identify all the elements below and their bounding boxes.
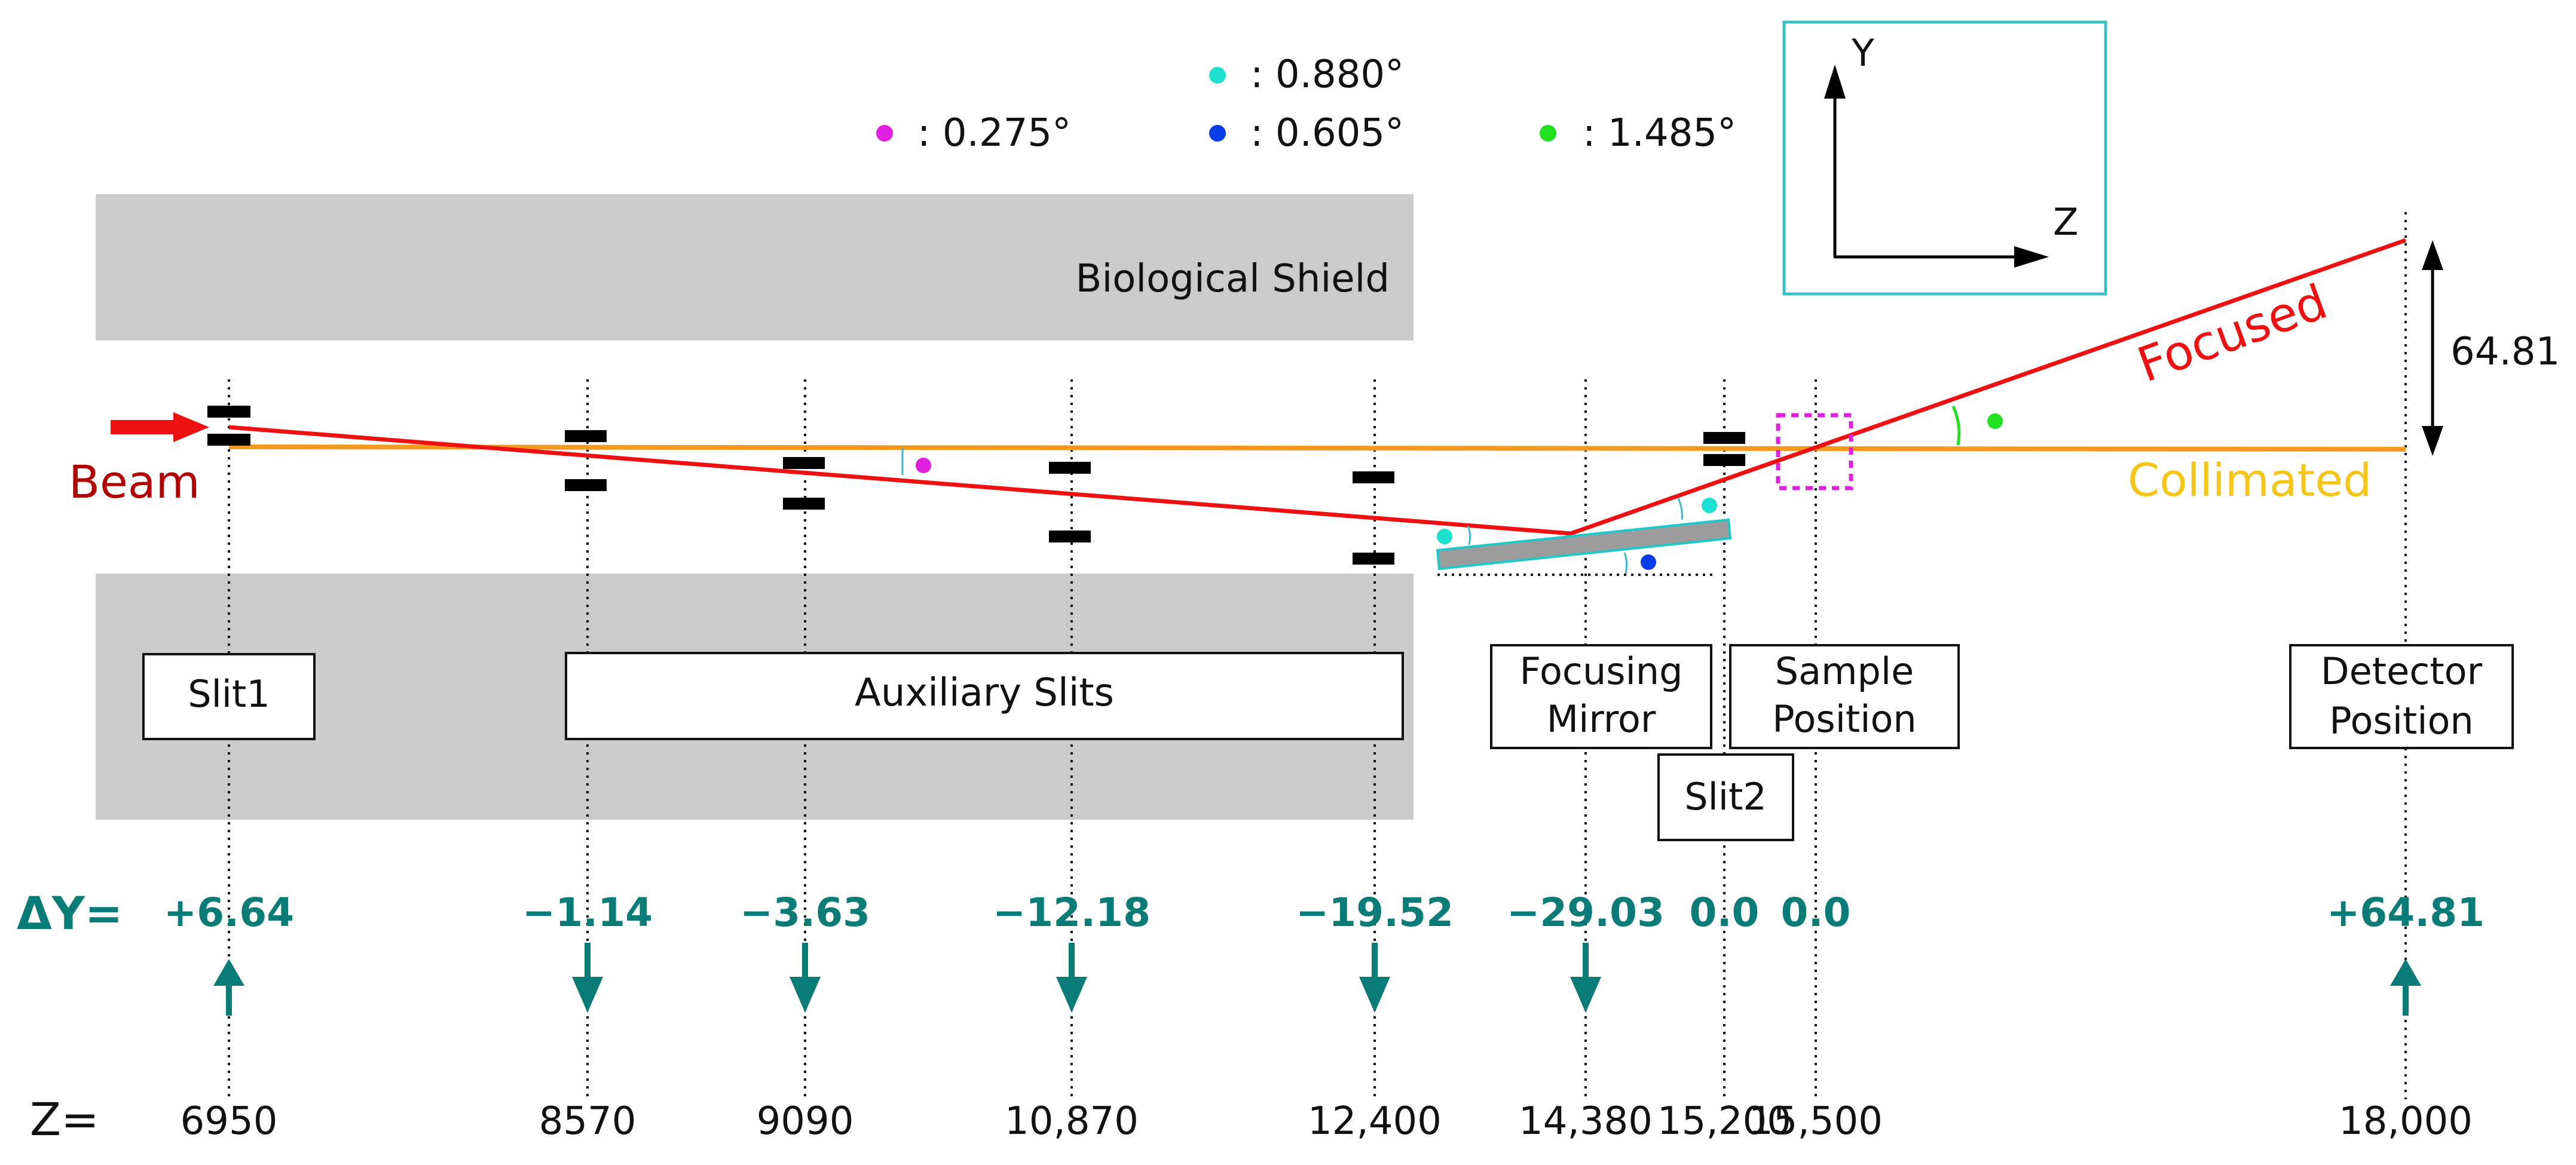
angle-dot-0275	[916, 458, 931, 473]
z-value-8: 18,000	[2339, 1099, 2473, 1143]
delta-y-value-3: −12.18	[993, 890, 1151, 936]
delta-y-arrow-down-5	[1570, 943, 1601, 1013]
sample-position-box	[1729, 644, 1960, 749]
delta-y-value-4: −19.52	[1296, 890, 1454, 936]
offset-value: 64.81	[2450, 330, 2560, 374]
delta-y-value-0: +6.64	[164, 890, 294, 936]
z-value-0: 6950	[180, 1099, 278, 1143]
focusing-mirror-label-2: Mirror	[1547, 697, 1656, 741]
slit1-box	[142, 653, 316, 740]
angle-arcs	[901, 405, 1961, 574]
z-value-2: 9090	[757, 1099, 854, 1143]
delta-y-row-label: ΔY=	[17, 887, 123, 940]
delta-y-arrow-down-4	[1359, 943, 1390, 1013]
sample-position-label-2: Position	[1772, 697, 1916, 741]
angle-dot-0880-a	[1437, 529, 1452, 544]
delta-y-arrow-down-1	[572, 943, 603, 1013]
legend-text-0275: : 0.275°	[917, 111, 1071, 155]
detector-position-label-1: Detector	[2321, 649, 2483, 693]
delta-y-arrow-down-3	[1056, 943, 1087, 1013]
focusing-mirror-label-1: Focusing	[1520, 649, 1683, 693]
collimated-label: Collimated	[2128, 453, 2372, 507]
label-boxes: Slit1 Auxiliary Slits Focusing Mirror Sa…	[142, 644, 2514, 841]
offset-arrow	[2422, 240, 2443, 456]
axis-z-label: Z	[2053, 200, 2078, 244]
focused-label: Focused	[2131, 274, 2334, 393]
detector-position-label-2: Position	[2329, 699, 2473, 743]
sample-position-label-1: Sample	[1775, 649, 1914, 693]
delta-y-value-8: +64.81	[2327, 890, 2485, 936]
biological-shield-top	[96, 194, 1414, 341]
axes-inset: Y Z	[1782, 20, 2107, 296]
focusing-mirror	[1436, 518, 1732, 571]
delta-y-arrow-up-8	[2390, 959, 2421, 1016]
angle-dot-0605	[1641, 554, 1656, 570]
beam-input-arrow	[111, 412, 209, 442]
delta-y-arrow-down-2	[790, 943, 821, 1013]
focused-beam	[228, 238, 2407, 536]
legend-dot-0880	[1209, 67, 1226, 84]
focusing-mirror-box	[1490, 644, 1712, 749]
legend: : 0.275° : 0.880° : 0.605° : 1.485°	[876, 53, 1736, 155]
legend-text-0605: : 0.605°	[1250, 111, 1404, 155]
station-marks: +6.64 6950 −1.14 8570 −3.63 9090 −12.18 10,870 −…	[164, 890, 2485, 1143]
z-value-1: 8570	[539, 1099, 637, 1143]
slit1-label: Slit1	[188, 672, 270, 716]
z-value-6: 15,200	[1657, 1099, 1791, 1143]
z-value-7: 15,500	[1749, 1099, 1883, 1143]
delta-y-value-6: 0.0	[1690, 890, 1760, 936]
z-value-4: 12,400	[1308, 1099, 1442, 1143]
z-row-label: Z=	[30, 1093, 99, 1146]
sample-position-marker	[1776, 413, 1853, 490]
legend-dot-0275	[876, 125, 893, 142]
collimated-beam	[228, 444, 2406, 452]
slit-jaws	[207, 406, 1745, 565]
biological-shield-label: Biological Shield	[1076, 257, 1390, 301]
angle-dots	[916, 413, 2003, 570]
legend-dot-0605	[1209, 125, 1226, 142]
beam-label: Beam	[69, 455, 200, 508]
detector-position-box	[2289, 644, 2514, 749]
delta-y-value-1: −1.14	[522, 890, 653, 936]
angle-dot-0880-b	[1702, 498, 1717, 513]
legend-text-0880: : 0.880°	[1250, 53, 1404, 97]
z-value-3: 10,870	[1005, 1099, 1139, 1143]
angle-dot-1485	[1987, 413, 2003, 429]
delta-y-value-2: −3.63	[740, 890, 870, 936]
legend-dot-1485	[1540, 125, 1556, 142]
delta-y-value-5: −29.03	[1507, 890, 1665, 936]
z-value-5: 14,380	[1519, 1099, 1653, 1143]
delta-y-arrow-up-0	[213, 959, 244, 1016]
auxiliary-slits-label: Auxiliary Slits	[855, 671, 1114, 715]
slit2-box	[1657, 753, 1794, 841]
auxiliary-slits-box	[565, 652, 1404, 740]
legend-text-1485: : 1.485°	[1583, 111, 1736, 155]
axis-y-label: Y	[1851, 31, 1874, 75]
delta-y-value-7: 0.0	[1781, 890, 1851, 936]
slit2-label: Slit2	[1684, 775, 1767, 818]
